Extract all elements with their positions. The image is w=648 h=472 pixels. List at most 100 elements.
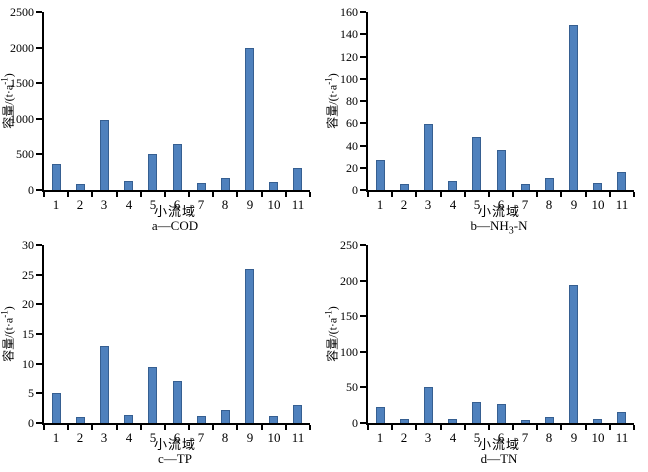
x-category-label: 3 bbox=[100, 430, 108, 445]
x-category-label: 11 bbox=[615, 430, 629, 445]
panel-subtitle: a—COD bbox=[151, 218, 199, 233]
x-tick bbox=[560, 192, 562, 197]
y-tick-label: 500 bbox=[16, 147, 34, 162]
x-tick bbox=[164, 425, 166, 430]
x-axis-label: 小流域 bbox=[153, 204, 196, 219]
x-tick bbox=[309, 192, 311, 197]
y-tick bbox=[36, 82, 42, 85]
x-category-label: 2 bbox=[400, 197, 408, 212]
x-category-label: 11 bbox=[615, 197, 629, 212]
x-category-label: 5 bbox=[149, 197, 157, 212]
chart-panel-c-tp: 容量/(t·a-1) 0 5 10 15 20 25 30 1 2 3 4 5 6 7 8 9 10 11 小流域… bbox=[0, 233, 324, 466]
x-tick bbox=[116, 192, 118, 197]
x-tick bbox=[212, 192, 214, 197]
x-tick bbox=[67, 192, 69, 197]
x-tick bbox=[536, 192, 538, 197]
x-tick bbox=[67, 425, 69, 430]
x-category-label: 3 bbox=[424, 430, 432, 445]
x-category-label: 9 bbox=[246, 430, 254, 445]
x-tick bbox=[391, 192, 393, 197]
x-tick bbox=[261, 192, 263, 197]
bar bbox=[400, 184, 409, 190]
x-category-label: 4 bbox=[125, 430, 133, 445]
x-tick bbox=[309, 425, 311, 430]
bar bbox=[148, 367, 157, 423]
bar bbox=[197, 183, 206, 190]
bar bbox=[293, 168, 302, 190]
bar bbox=[76, 184, 85, 190]
x-tick bbox=[236, 192, 238, 197]
bar bbox=[617, 172, 626, 190]
x-category-label: 4 bbox=[125, 197, 133, 212]
x-tick bbox=[536, 425, 538, 430]
x-tick bbox=[488, 192, 490, 197]
bar bbox=[545, 178, 554, 190]
x-category-label: 10 bbox=[267, 430, 281, 445]
y-tick bbox=[36, 153, 42, 156]
x-category-label: 7 bbox=[521, 197, 529, 212]
y-tick bbox=[36, 189, 42, 191]
y-tick bbox=[360, 386, 366, 389]
x-axis-label: 小流域 bbox=[153, 437, 196, 452]
bar bbox=[124, 415, 133, 423]
x-category-label: 6 bbox=[173, 197, 181, 212]
x-tick bbox=[43, 192, 45, 197]
x-tick bbox=[188, 425, 190, 430]
x-tick bbox=[236, 425, 238, 430]
x-category-label: 9 bbox=[570, 197, 578, 212]
y-tick-label: 200 bbox=[340, 273, 358, 288]
y-tick bbox=[36, 392, 42, 395]
y-tick-label: 0 bbox=[352, 416, 358, 430]
y-tick-label: 150 bbox=[340, 309, 358, 324]
y-tick-label: 60 bbox=[346, 116, 358, 131]
x-category-label: 5 bbox=[473, 430, 481, 445]
x-category-label: 7 bbox=[521, 430, 529, 445]
x-category-label: 1 bbox=[52, 430, 60, 445]
chart-panel-b-nh3n: 容量/(t·a-1) 0 20 40 60 80 100 120 140 160 1 2 3 4 5 6 7 8… bbox=[324, 0, 648, 237]
bar bbox=[221, 178, 230, 190]
x-tick bbox=[140, 425, 142, 430]
y-tick bbox=[36, 11, 42, 13]
x-category-label: 7 bbox=[197, 430, 205, 445]
x-tick bbox=[43, 425, 45, 430]
bar bbox=[245, 269, 254, 423]
bar bbox=[497, 150, 506, 190]
x-tick bbox=[415, 425, 417, 430]
x-axis-label: 小流域 bbox=[477, 437, 520, 452]
x-category-label: 4 bbox=[449, 430, 457, 445]
x-category-label: 7 bbox=[197, 197, 205, 212]
y-tick-label: 250 bbox=[340, 238, 358, 252]
y-tick-label: 30 bbox=[22, 238, 34, 252]
y-tick-label: 0 bbox=[352, 183, 358, 197]
x-tick bbox=[464, 425, 466, 430]
x-tick bbox=[560, 425, 562, 430]
y-tick-label: 20 bbox=[346, 160, 358, 175]
y-tick bbox=[36, 46, 42, 49]
bar bbox=[521, 184, 530, 190]
x-category-label: 6 bbox=[497, 197, 505, 212]
y-tick-label: 160 bbox=[340, 5, 358, 19]
y-tick-label: 40 bbox=[346, 138, 358, 153]
panel-subtitle: c—TP bbox=[158, 451, 192, 466]
y-tick-label: 2000 bbox=[10, 40, 34, 55]
y-tick bbox=[360, 422, 366, 424]
x-category-label: 9 bbox=[570, 430, 578, 445]
y-tick-label: 140 bbox=[340, 27, 358, 42]
bar bbox=[376, 407, 385, 423]
x-category-label: 8 bbox=[221, 430, 229, 445]
x-tick bbox=[440, 192, 442, 197]
bar bbox=[245, 48, 254, 190]
x-category-label: 11 bbox=[291, 197, 305, 212]
x-tick bbox=[633, 425, 635, 430]
x-tick bbox=[188, 192, 190, 197]
y-tick bbox=[36, 422, 42, 424]
bar bbox=[593, 419, 602, 423]
bar bbox=[472, 137, 481, 190]
x-category-label: 6 bbox=[497, 430, 505, 445]
bar bbox=[124, 181, 133, 190]
x-tick bbox=[488, 425, 490, 430]
y-axis-label-wrap: 容量/(t·a-1) bbox=[324, 245, 340, 423]
bar bbox=[173, 144, 182, 190]
x-category-label: 1 bbox=[376, 197, 384, 212]
bar bbox=[100, 120, 109, 190]
